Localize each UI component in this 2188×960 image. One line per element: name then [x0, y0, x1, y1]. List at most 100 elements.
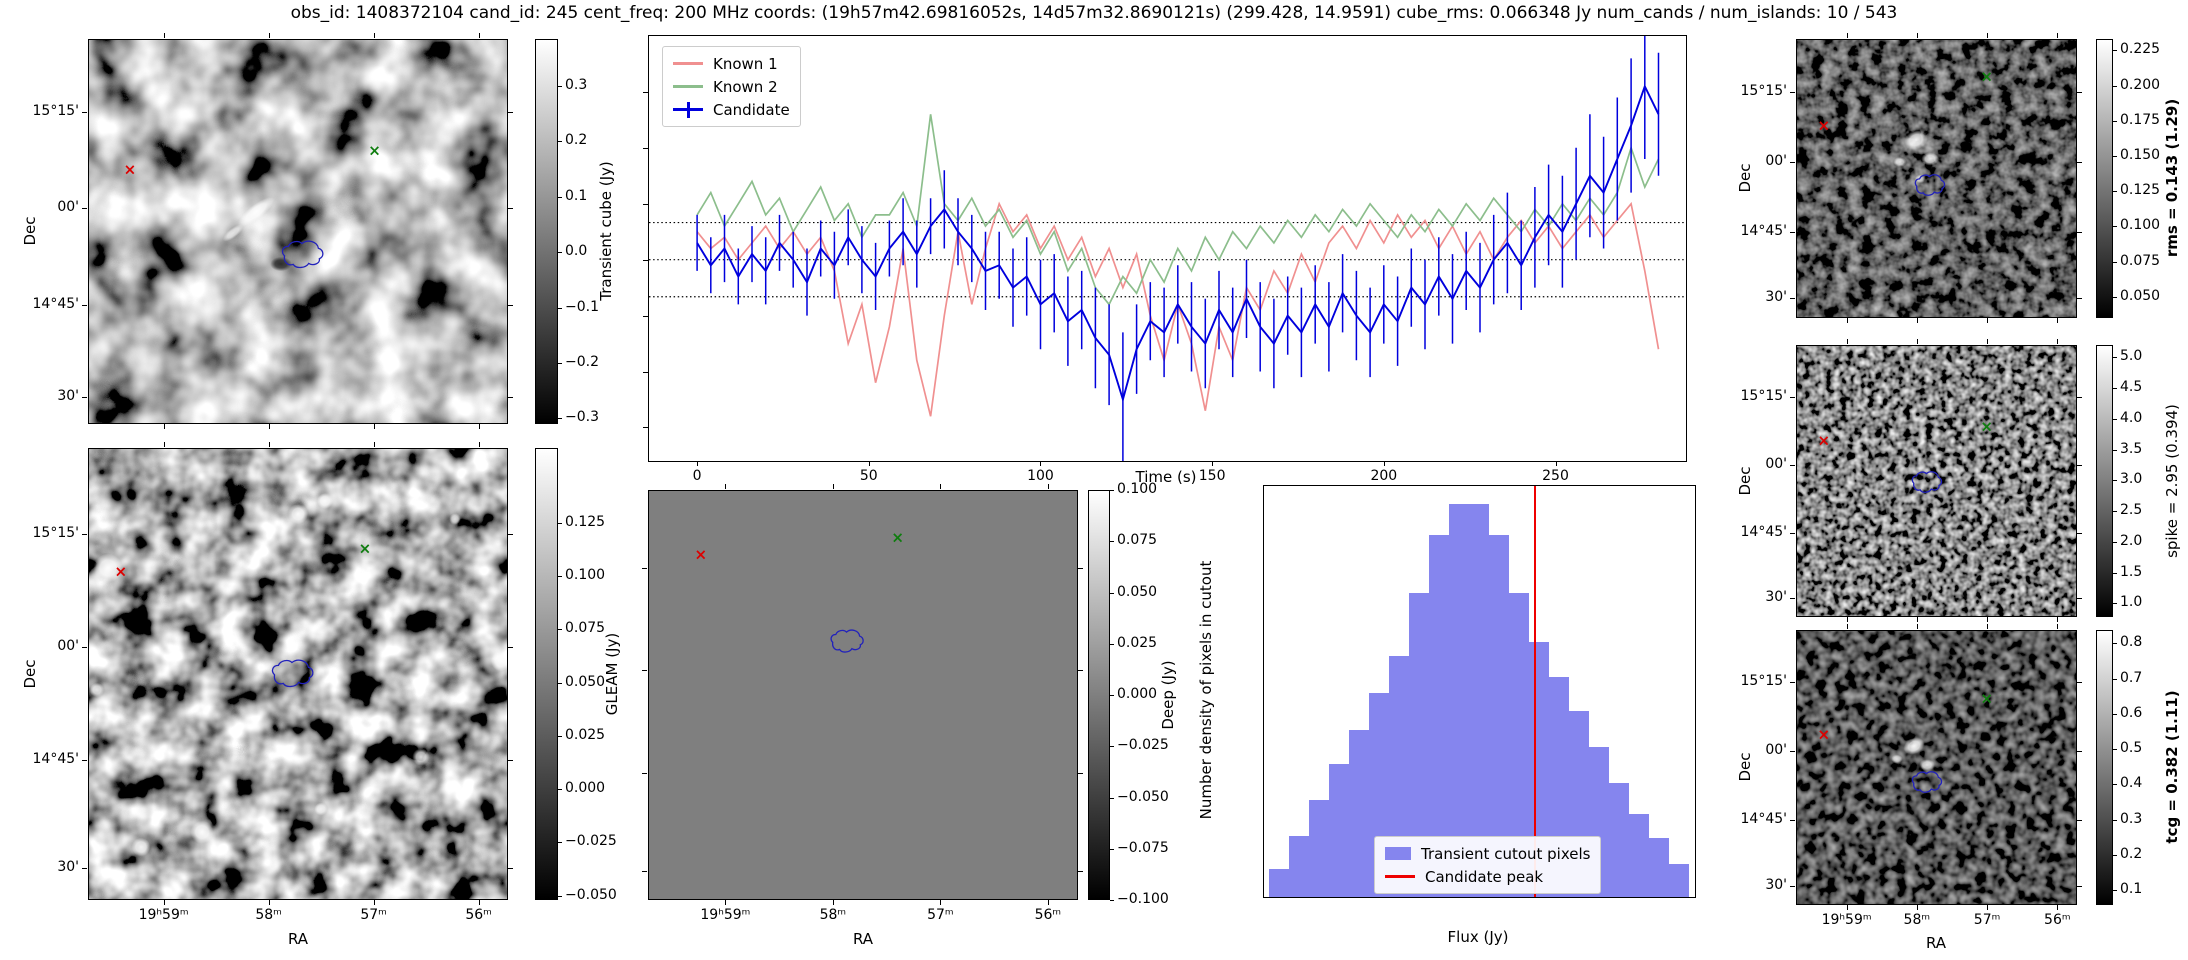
histogram-y-axis-title: Number density of pixels in cutout	[1197, 560, 1215, 820]
colorbar-label-tcg: tcg = 0.382 (1.11)	[2163, 690, 2181, 844]
ra-tick-mark	[1916, 33, 1918, 38]
dec-tick-mark	[642, 772, 647, 774]
histogram-bar	[1269, 869, 1290, 897]
colorbar-tick-label: 0.125	[2120, 182, 2161, 199]
source-blob	[446, 510, 463, 527]
colorbar-tick-label: 0.100	[2120, 217, 2161, 234]
colorbar-tick-label: 4.5	[2120, 379, 2143, 396]
ra-tick-label: 19ʰ59ᵐ	[700, 907, 751, 923]
ra-tick-mark	[1916, 624, 1918, 629]
colorbar-tick-mark	[2113, 572, 2117, 574]
colorbar-tick-mark	[2113, 541, 2117, 543]
dec-tick-mark	[508, 304, 513, 306]
colorbar-tick-mark	[558, 363, 562, 365]
red-x-marker: ×	[1817, 431, 1831, 449]
ra-tick-mark	[478, 33, 480, 38]
green-x-marker: ×	[358, 539, 372, 558]
colorbar-tick-mark	[2113, 819, 2117, 821]
time-tick-label: 50	[859, 468, 878, 484]
colorbar-tick-label: 0.175	[2120, 111, 2161, 128]
candidate-peak-line	[1533, 486, 1536, 897]
colorbar-tick-mark	[1110, 900, 1114, 901]
dec-tick-label: 00'	[1765, 455, 1787, 472]
histogram-bar	[1608, 782, 1629, 897]
dec-tick-label: 30'	[1765, 588, 1787, 605]
dec-axis-title: Dec	[21, 659, 39, 689]
ra-tick-mark	[1846, 33, 1848, 38]
green-x-marker: ×	[1980, 67, 1994, 86]
histogram-bar	[1468, 503, 1490, 897]
spike-image: × ×	[1796, 345, 2077, 617]
ra-tick-mark	[1987, 617, 1989, 622]
histogram-legend: Transient cutout pixels Candidate peak	[1374, 836, 1602, 894]
dec-tick-mark	[2077, 396, 2082, 398]
ra-tick-mark	[1846, 617, 1848, 622]
green-x-marker: ×	[368, 141, 381, 160]
histogram-bar	[1408, 593, 1430, 897]
flux-tick-mark	[643, 371, 648, 373]
colorbar-tick-mark	[2113, 418, 2117, 420]
ra-tick-mark	[1987, 905, 1989, 910]
dec-tick-label: 14°45'	[1740, 222, 1787, 239]
colorbar-tick-mark	[558, 522, 562, 524]
island-contour	[1904, 467, 1946, 495]
dec-tick-mark	[1790, 819, 1795, 821]
colorbar-tick-mark	[1110, 695, 1114, 696]
colorbar-tick-mark	[558, 307, 562, 309]
dec-tick-label: 14°45'	[1740, 810, 1787, 827]
legend-item-known2: Known 2	[673, 75, 790, 98]
dec-tick-label: 30'	[1765, 289, 1787, 306]
histogram-bar	[1508, 593, 1530, 897]
dec-tick-label: 30'	[57, 859, 79, 876]
dec-tick-mark	[2077, 92, 2082, 93]
island-contour	[271, 235, 329, 271]
flux-tick-mark	[1296, 897, 1297, 898]
time-tick-label: 200	[1370, 468, 1398, 484]
flux-tick-mark	[643, 147, 648, 149]
histogram-bar	[1428, 535, 1450, 897]
ra-tick-mark	[1846, 339, 1848, 344]
dec-axis-title: Dec	[1736, 163, 1754, 193]
legend-item-cutout-pixels: Transient cutout pixels	[1385, 842, 1590, 865]
histogram-bar	[1528, 641, 1549, 897]
deep-image: × ×	[648, 490, 1078, 900]
colorbar-tick-mark	[558, 252, 562, 254]
red-x-marker: ×	[694, 545, 708, 564]
ra-tick-mark	[725, 484, 727, 489]
dec-tick-mark	[2077, 682, 2082, 684]
ra-tick-mark	[1916, 339, 1918, 344]
time-tick-mark	[1212, 461, 1214, 466]
flux-axis-title: Flux (Jy)	[1447, 928, 1509, 946]
colorbar-tick-label: 0.200	[2120, 76, 2161, 93]
colorbar-tick-mark	[2113, 85, 2117, 87]
colorbar-tcg: 0.8 0.7 0.6 0.5 0.4 0.3 0.2 0.1	[2096, 630, 2142, 905]
dec-axis-title: Dec	[1736, 466, 1754, 496]
dec-tick-mark	[2077, 464, 2082, 466]
dec-tick-mark	[1790, 161, 1795, 163]
flux-tick-mark	[1458, 897, 1459, 898]
colorbar-tick-mark	[2113, 388, 2117, 390]
dec-tick-mark	[1790, 532, 1795, 534]
colorbar-tick-label: −0.1	[565, 298, 599, 315]
colorbar-tick-mark	[2113, 191, 2117, 193]
colorbar-tick-mark	[558, 575, 562, 577]
dec-tick-mark	[2077, 161, 2082, 163]
colorbar-tick-label: −0.075	[1117, 839, 1169, 856]
colorbar-tick-label: −0.3	[565, 409, 599, 426]
panel-gleam-cutout: × × 15°15' 00' 14°45' 30' 19ʰ59ᵐ 58ᵐ 57ᵐ 56ᵐ	[33, 442, 513, 923]
colorbar-tick-label: 0.2	[565, 132, 588, 149]
colorbar-label-rms: rms = 0.143 (1.29)	[2163, 98, 2181, 258]
panel-tcg-cutout: × × 15°15' 00' 14°45' 30' 19ʰ59ᵐ 58ᵐ 57ᵐ 56ᵐ	[1741, 624, 2082, 928]
dec-tick-mark	[1790, 597, 1795, 599]
colorbar-tick-mark	[2113, 511, 2117, 513]
legend-item-candidate-peak: Candidate peak	[1385, 865, 1590, 888]
ra-tick-mark	[163, 33, 165, 38]
colorbar-tick-mark	[1110, 643, 1114, 645]
ra-tick-mark	[163, 900, 165, 905]
histogram-bar	[1488, 535, 1510, 897]
panel-transient-cube-cutout: × × 15°15' 00' 14°45' 30'	[33, 33, 513, 429]
lightcurve-legend: Known 1 Known 2 Candidate	[662, 46, 801, 127]
colorbar-tick-mark	[2113, 643, 2117, 645]
colorbar-tick-label: 5.0	[2120, 348, 2143, 365]
tcg-image: × ×	[1796, 630, 2077, 905]
